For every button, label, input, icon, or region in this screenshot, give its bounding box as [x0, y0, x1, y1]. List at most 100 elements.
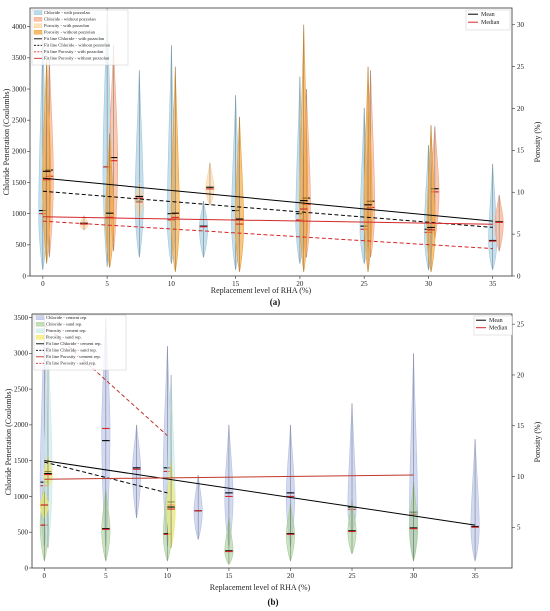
panel-b-ticks: 0 5 10 15 20 25 30 35 0 500 1000 1500 2000 2500 3000 35…	[14, 314, 525, 580]
panel-a-fit-line-1	[42, 190, 493, 228]
panel-a-y2-axis-label: Porosity (%)	[533, 121, 542, 162]
panel-b-legend-label-5: Fit line Chloride - sand rep.	[46, 348, 97, 353]
panel-a-legend-box	[31, 9, 129, 66]
panel-a-fit-line-2	[42, 220, 493, 250]
panel-b-y-tick-label-4: 2000	[14, 421, 29, 429]
panel-b-legend-swatch-1	[35, 322, 45, 327]
panel-b-x-tick-label-0: 0	[43, 572, 47, 580]
panel-a-legend-label-7: Fit line Porosity - without pozzolan	[44, 56, 110, 61]
panel-b-y2-tick-label-2: 15	[517, 422, 525, 430]
panel-a-y-tick-label-1: 500	[16, 241, 27, 249]
panel-b-y-tick-label-2: 1000	[14, 493, 29, 501]
panel-b-stats-legend: Mean Median	[473, 315, 513, 336]
panel-b-legend-label-2: Porosity - cement rep.	[46, 328, 87, 333]
panel-b-x-tick-label-3: 15	[225, 572, 233, 580]
panel-a-y2-tick-label-6: 30	[517, 21, 525, 29]
panel-b-legend-label-6: Fit line Porosity - cement rep.	[46, 354, 101, 359]
panel-b-x-tick-label-6: 30	[410, 572, 418, 580]
panel-a-y-tick-label-7: 3500	[12, 54, 27, 62]
panel-b-violins	[39, 317, 480, 565]
panel-a-x-tick-label-4: 20	[296, 280, 304, 288]
panel-b-label: (b)	[268, 597, 279, 607]
panel-a-legend-label-0: Chloride - with pozzolan	[44, 10, 91, 15]
panel-a-y2-tick-label-3: 15	[517, 147, 525, 155]
panel-b-plot-frame	[31, 313, 513, 569]
panel-a-legend-label-2: Porosity - with pozzolan	[44, 23, 90, 28]
panel-a-legend-swatch-2	[33, 23, 43, 28]
panel-a-legend-label-3: Porosity - without pozzolan	[44, 30, 96, 35]
panel-b-y-tick-label-6: 3000	[14, 350, 29, 358]
panel-a-legend-label-4: Fit line Chloride - with pozzolan	[44, 36, 105, 41]
panel-a-fit-lines	[42, 177, 493, 250]
panel-a-stats-legend-label-0: Mean	[481, 12, 495, 18]
panel-a-y-tick-label-5: 2500	[12, 116, 27, 124]
panel-b-y2-tick-label-1: 10	[517, 473, 525, 481]
panel-a-stats-legend-label-1: Median	[481, 20, 499, 26]
panel-a-y2-tick-label-1: 5	[517, 230, 521, 238]
panel-b-x-tick-label-4: 20	[287, 572, 295, 580]
panel-a-y-tick-label-8: 4000	[12, 23, 27, 31]
panel-a-y-tick-label-6: 3000	[12, 85, 27, 93]
panel-a-y-axis-label: Chloride Penetration (Coulombs)	[2, 88, 11, 195]
panel-a-legend-label-1: Chloride - without pozzolan	[44, 17, 96, 22]
panel-a-y-tick-label-4: 2000	[12, 148, 27, 156]
panel-a-fit-line-3	[42, 216, 493, 225]
panel-b-fit-line-2	[44, 474, 414, 480]
panel-a-stats-legend-box	[465, 9, 511, 31]
panel-b-stats-legend-label-0: Mean	[489, 318, 503, 324]
panel-b-x-tick-label-2: 10	[164, 572, 172, 580]
panel-b-x-tick-label-1: 5	[104, 572, 108, 580]
panel-b-legend: Chloride - cement rep. Chloride - sand re…	[33, 314, 127, 371]
panel-b-y-axis-label: Chloride Penetration (Coulombs)	[4, 388, 13, 495]
panel-a-y-tick-label-3: 1500	[12, 179, 27, 187]
panel-a-x-tick-label-0: 0	[41, 280, 45, 288]
panel-a-x-tick-label-1: 5	[105, 280, 109, 288]
panel-b-x-tick-label-7: 35	[472, 572, 480, 580]
panel-a-x-tick-label-5: 25	[361, 280, 369, 288]
panel-a-legend-swatch-1	[33, 17, 43, 22]
panel-b-y2-axis-label: Porosity (%)	[533, 421, 542, 462]
panel-b-legend-label-1: Chloride - sand rep.	[46, 322, 83, 327]
panel-a-x-tick-label-2: 10	[168, 280, 176, 288]
panel-b-fit-line-1	[44, 461, 168, 494]
panel-a-y2-tick-label-2: 10	[517, 189, 525, 197]
panel-b-y-tick-label-1: 500	[18, 529, 29, 537]
panel-b-stats-legend-box	[473, 315, 513, 336]
panel-a-x-tick-label-3: 15	[232, 280, 240, 288]
panel-b-y-tick-label-5: 2500	[14, 385, 29, 393]
panel-a-y-tick-label-0: 0	[23, 272, 27, 280]
panel-b-y2-tick-label-4: 25	[517, 320, 525, 328]
panel-a-ticks: 0 5 10 15 20 25 30 35 0 500 1000 1500 2000 2500 3000 35…	[12, 21, 525, 288]
panel-b-legend-label-7: Fit line Porosity - sand rep.	[46, 361, 96, 366]
panel-b-legend-swatch-2	[35, 328, 45, 333]
panel-b-legend-box	[33, 314, 127, 371]
panel-a-violins	[38, 7, 504, 272]
panel-b-legend-label-4: Fit line Chloride - cement rep.	[46, 341, 102, 346]
panel-b-y-tick-label-0: 0	[25, 564, 29, 572]
panel-a-plot-frame	[29, 7, 513, 277]
panel-a-x-tick-label-7: 35	[489, 280, 497, 288]
panel-b-stats-legend-label-1: Median	[489, 326, 507, 332]
panel-a-stats-legend: Mean Median	[465, 9, 511, 31]
panel-a-x-tick-label-6: 30	[425, 280, 433, 288]
panel-a-legend-label-6: Fit line Porosity - with pozzolan	[44, 49, 104, 54]
panel-a-legend-label-5: Fit line Chloride - without pozzolan	[44, 43, 111, 48]
panel-a-fit-line-0	[42, 177, 493, 222]
panel-a-x-axis-label: Replacement level of RHA (%)	[211, 286, 312, 295]
panel-a-label: (a)	[270, 297, 281, 307]
panel-b-legend-label-3: Porosity - sand rep.	[46, 335, 82, 340]
panel-a-y-tick-label-2: 1000	[12, 210, 27, 218]
panel-a-y2-tick-label-0: 0	[517, 272, 521, 280]
panel-a-legend-swatch-0	[33, 10, 43, 16]
panel-b-y-tick-label-3: 1500	[14, 457, 29, 465]
panel-b-y-tick-label-7: 3500	[14, 314, 29, 322]
panel-b-fit-line-0	[44, 460, 476, 526]
panel-a-y2-tick-label-5: 25	[517, 63, 525, 71]
panel-b-legend-swatch-3	[35, 335, 45, 340]
panel-b-x-axis-label: Replacement level of RHA (%)	[210, 583, 311, 592]
panel-b-legend-label-0: Chloride - cement rep.	[46, 315, 87, 320]
panel-b-legend-swatch-0	[35, 315, 45, 320]
panel-b-y2-tick-label-3: 20	[517, 371, 525, 379]
